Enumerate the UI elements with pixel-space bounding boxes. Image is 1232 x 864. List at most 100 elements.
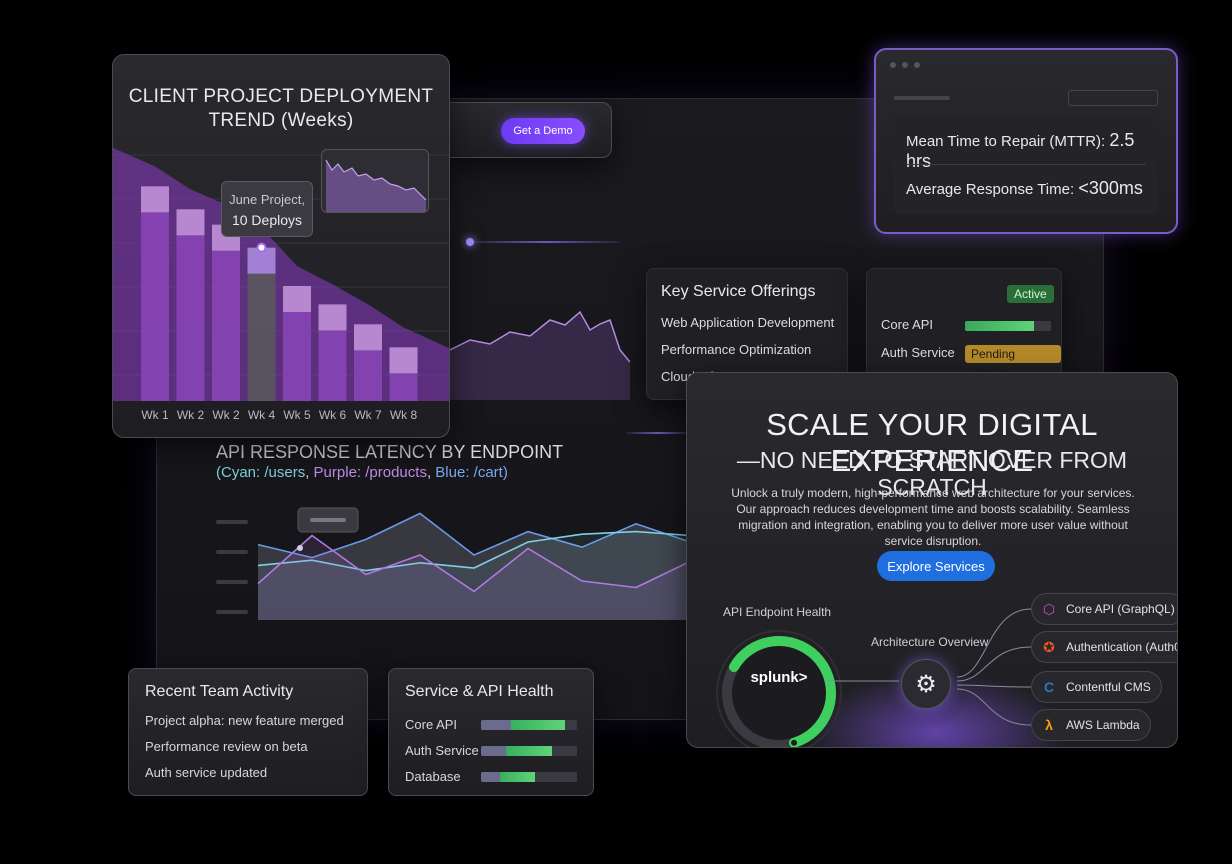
deploy-bar-cap — [354, 324, 382, 351]
x-tick-label: Wk 5 — [283, 408, 311, 422]
architecture-label: Architecture Overview — [871, 635, 989, 649]
architecture-connectors — [827, 608, 1032, 726]
service-item[interactable]: Web Application Development — [661, 315, 835, 330]
auth0-icon: ✪ — [1043, 638, 1055, 655]
tech-label: Contentful CMS — [1066, 680, 1151, 694]
tech-authentication[interactable]: ✪ Authentication (Auth0) — [1031, 631, 1178, 663]
tech-label: Authentication (Auth0) — [1066, 640, 1178, 654]
mttr-metric: Mean Time to Repair (MTTR): 2.5 hrs — [906, 130, 1158, 172]
tech-label: Core API (GraphQL) — [1066, 602, 1175, 616]
window-dots — [890, 62, 920, 68]
series-area — [258, 535, 690, 620]
metrics-card: Mean Time to Repair (MTTR): 2.5 hrs Aver… — [894, 114, 1158, 214]
splunk-logo: splunk> — [750, 669, 808, 686]
recent-activity-panel: Recent Team Activity Project alpha: new … — [128, 668, 368, 796]
deploy-bar-cap — [176, 209, 205, 236]
tooltip-line2: 10 Deploys — [231, 212, 303, 228]
latency-line-chart — [216, 507, 690, 620]
get-demo-button[interactable]: Get a Demo — [501, 118, 585, 144]
window-dropdown[interactable] — [1068, 90, 1158, 106]
x-tick-label: Wk 2 — [212, 408, 240, 422]
highlight-point — [256, 242, 267, 253]
connector-node — [466, 238, 474, 246]
graphql-icon: ⬡ — [1042, 600, 1056, 617]
services-title: Key Service Offerings — [661, 283, 816, 300]
health-bar-fill — [481, 772, 535, 782]
health-bar-fill — [481, 720, 566, 730]
activity-item[interactable]: Project alpha: new feature merged — [145, 713, 344, 728]
gauge-fill — [728, 636, 836, 747]
gear-icon: ⚙ — [901, 659, 951, 709]
series-line — [257, 512, 690, 559]
hero-subtitle: —NO NEED TO START OVER FROM SCRATCH — [736, 447, 1128, 500]
api-health-gauge — [716, 630, 842, 747]
gauge-outer-ring — [716, 630, 842, 747]
tech-label: AWS Lambda — [1066, 718, 1140, 732]
x-tick-label: Wk 8 — [390, 408, 418, 422]
background-area-chart — [450, 310, 630, 400]
metrics-window-panel: Mean Time to Repair (MTTR): 2.5 hrs Aver… — [874, 48, 1178, 234]
activity-item[interactable]: Auth service updated — [145, 765, 268, 780]
mini-sparkline-chart — [321, 149, 429, 213]
x-tick-label: Wk 6 — [319, 408, 347, 422]
deployment-title-line2: TREND (Weeks) — [208, 110, 354, 131]
core-api-status-fill — [965, 321, 1034, 331]
health-row-label: Core API — [405, 717, 458, 732]
pending-review-badge: Pending Review — [965, 345, 1061, 379]
series-line — [257, 534, 690, 593]
health-title: Service & API Health — [405, 683, 554, 700]
response-metric: Average Response Time: <300ms — [906, 178, 1143, 199]
x-tick-label: Wk 1 — [141, 408, 169, 422]
api-health-label: API Endpoint Health — [723, 605, 832, 619]
window-toolbar-placeholder — [894, 96, 950, 100]
deployment-bar-chart: Wk 1 Wk 2 Wk 2 Wk 4 Wk 5 Wk 6 Wk 7 Wk 8 — [113, 148, 449, 422]
hero-panel: SCALE YOUR DIGITAL EXPERIENCE —NO NEED T… — [686, 372, 1178, 748]
deploy-bar-cap — [318, 304, 347, 331]
health-bar — [481, 746, 577, 756]
service-status-panel: Active Core API Auth Service Pending Rev… — [866, 268, 1062, 388]
header-bar: Get a Demo — [430, 102, 612, 158]
metrics-divider — [906, 164, 1146, 165]
legend-cyan: Cyan: /users — [221, 464, 306, 481]
legend-blue: Blue: /cart — [435, 464, 503, 481]
deploy-bar-cap — [389, 347, 418, 374]
tech-aws-lambda[interactable]: λ AWS Lambda — [1031, 709, 1151, 741]
gauge-marker — [789, 737, 800, 747]
deployment-trend-panel: Wk 1 Wk 2 Wk 2 Wk 4 Wk 5 Wk 6 Wk 7 Wk 8 CLIENT … — [112, 54, 450, 438]
deploy-bar-cap — [283, 286, 311, 312]
legend-sep: , — [305, 464, 314, 481]
connector-line — [470, 241, 620, 243]
connector-line — [626, 432, 690, 434]
explore-services-button[interactable]: Explore Services — [877, 551, 995, 581]
mttr-value: 2.5 hrs — [906, 130, 1135, 171]
deploy-bar-cap — [141, 186, 169, 213]
tech-contentful[interactable]: C Contentful CMS — [1031, 671, 1162, 703]
activity-item[interactable]: Performance review on beta — [145, 739, 308, 754]
lambda-icon: λ — [1045, 717, 1053, 733]
service-health-panel: Service & API Health Core API Auth Servi… — [388, 668, 594, 796]
hero-body: Unlock a truly modern, high-performance … — [731, 486, 1135, 548]
deploy-bar — [176, 209, 205, 401]
deploy-bar — [212, 224, 240, 401]
health-row-label: Database — [405, 769, 461, 784]
legend-sep: , — [426, 464, 436, 481]
x-tick-label: Wk 4 — [248, 408, 276, 422]
auth-service-label: Auth Service — [881, 345, 955, 360]
service-item[interactable]: Performance Optimization — [661, 342, 812, 357]
response-label: Average Response Time: — [906, 181, 1075, 198]
activity-title: Recent Team Activity — [145, 683, 294, 700]
legend-purple: Purple: /products — [313, 464, 427, 481]
health-row-label: Auth Service — [405, 743, 479, 758]
deploy-bar — [141, 186, 169, 401]
legend-close: ) — [502, 464, 508, 481]
tech-core-api[interactable]: ⬡ Core API (GraphQL) — [1031, 593, 1177, 625]
health-bar-fill — [481, 746, 553, 756]
contentful-icon: C — [1043, 679, 1055, 695]
x-tick-label: Wk 2 — [177, 408, 205, 422]
series-area — [258, 531, 690, 620]
hover-point — [297, 545, 303, 551]
legend-open: ( — [216, 464, 221, 481]
hero-title: SCALE YOUR DIGITAL EXPERIENCE — [766, 407, 1098, 478]
response-value: <300ms — [1078, 178, 1143, 198]
series-line — [257, 530, 690, 572]
